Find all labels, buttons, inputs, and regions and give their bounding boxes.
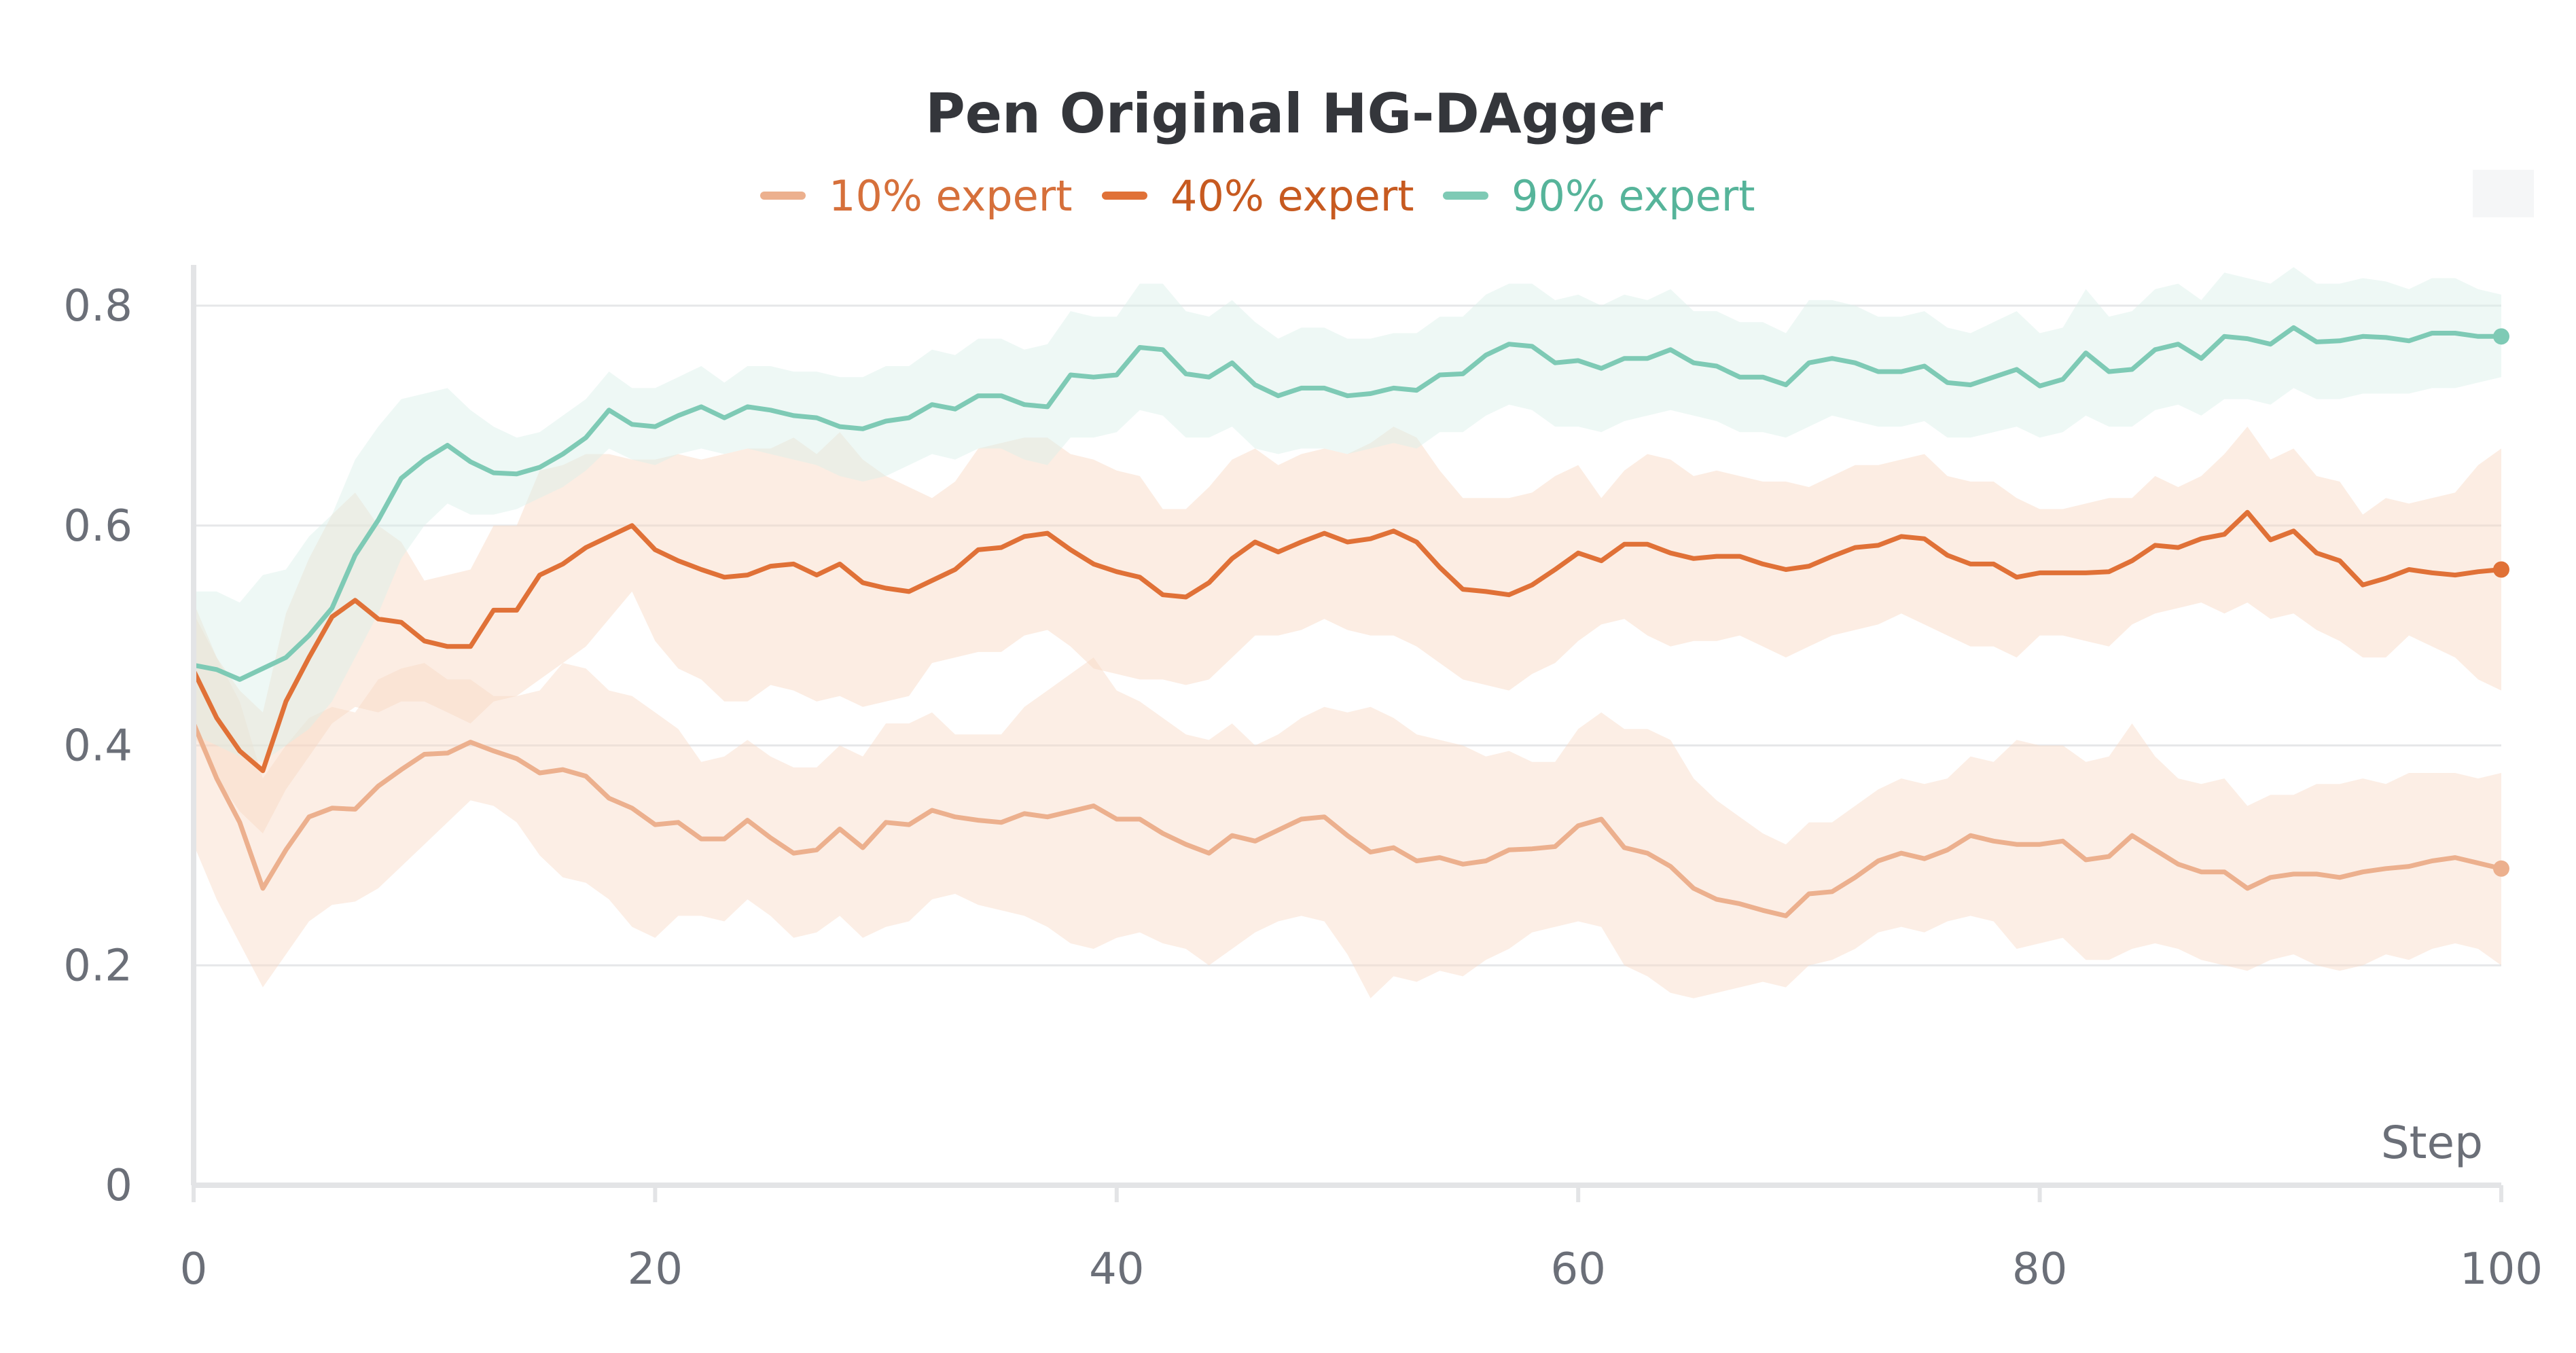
series-lines [191,325,2509,918]
endpoint-series-3[interactable] [2493,328,2509,345]
x-tick-label: 100 [2460,1244,2543,1295]
x-tick-label: 60 [1550,1244,1605,1295]
y-tick-label: 0 [105,1161,132,1211]
endpoint-series-2[interactable] [2493,561,2509,578]
y-tick-label: 0.4 [63,721,132,772]
chart-menu-button[interactable] [2473,170,2534,217]
endpoint-series-1[interactable] [2493,860,2509,877]
legend-label: 90% expert [1511,171,1755,221]
axes: 0 0.2 0.4 0.6 0.8 0 20 40 60 80 100 [63,265,2543,1295]
y-tick-label: 0.2 [63,941,132,991]
y-tick-label: 0.6 [63,501,132,552]
x-tick-label: 40 [1089,1244,1144,1295]
legend-item-2[interactable]: 40% expert [1102,171,1414,221]
confidence-bands [194,267,2501,998]
line-series-3[interactable] [193,325,2501,682]
legend[interactable]: 10% expert 40% expert 90% expert [760,171,1755,221]
line-series-2[interactable] [191,509,2502,774]
x-tick-label: 20 [628,1244,683,1295]
band-series-3 [194,267,2501,762]
legend-item-3[interactable]: 90% expert [1443,171,1755,221]
band-series-1 [194,602,2501,998]
x-tick-label: 80 [2012,1244,2067,1295]
x-tick-label: 0 [180,1244,208,1295]
legend-label: 10% expert [829,171,1073,221]
line-series-1[interactable] [191,722,2502,918]
band-series-2 [194,427,2501,833]
grid [194,304,2501,967]
legend-item-1[interactable]: 10% expert [760,171,1073,221]
x-axis-label: Step [2381,1117,2483,1169]
chart-title: Pen Original HG-DAgger [925,82,1663,145]
legend-label: 40% expert [1170,171,1414,221]
y-tick-label: 0.8 [63,281,132,331]
